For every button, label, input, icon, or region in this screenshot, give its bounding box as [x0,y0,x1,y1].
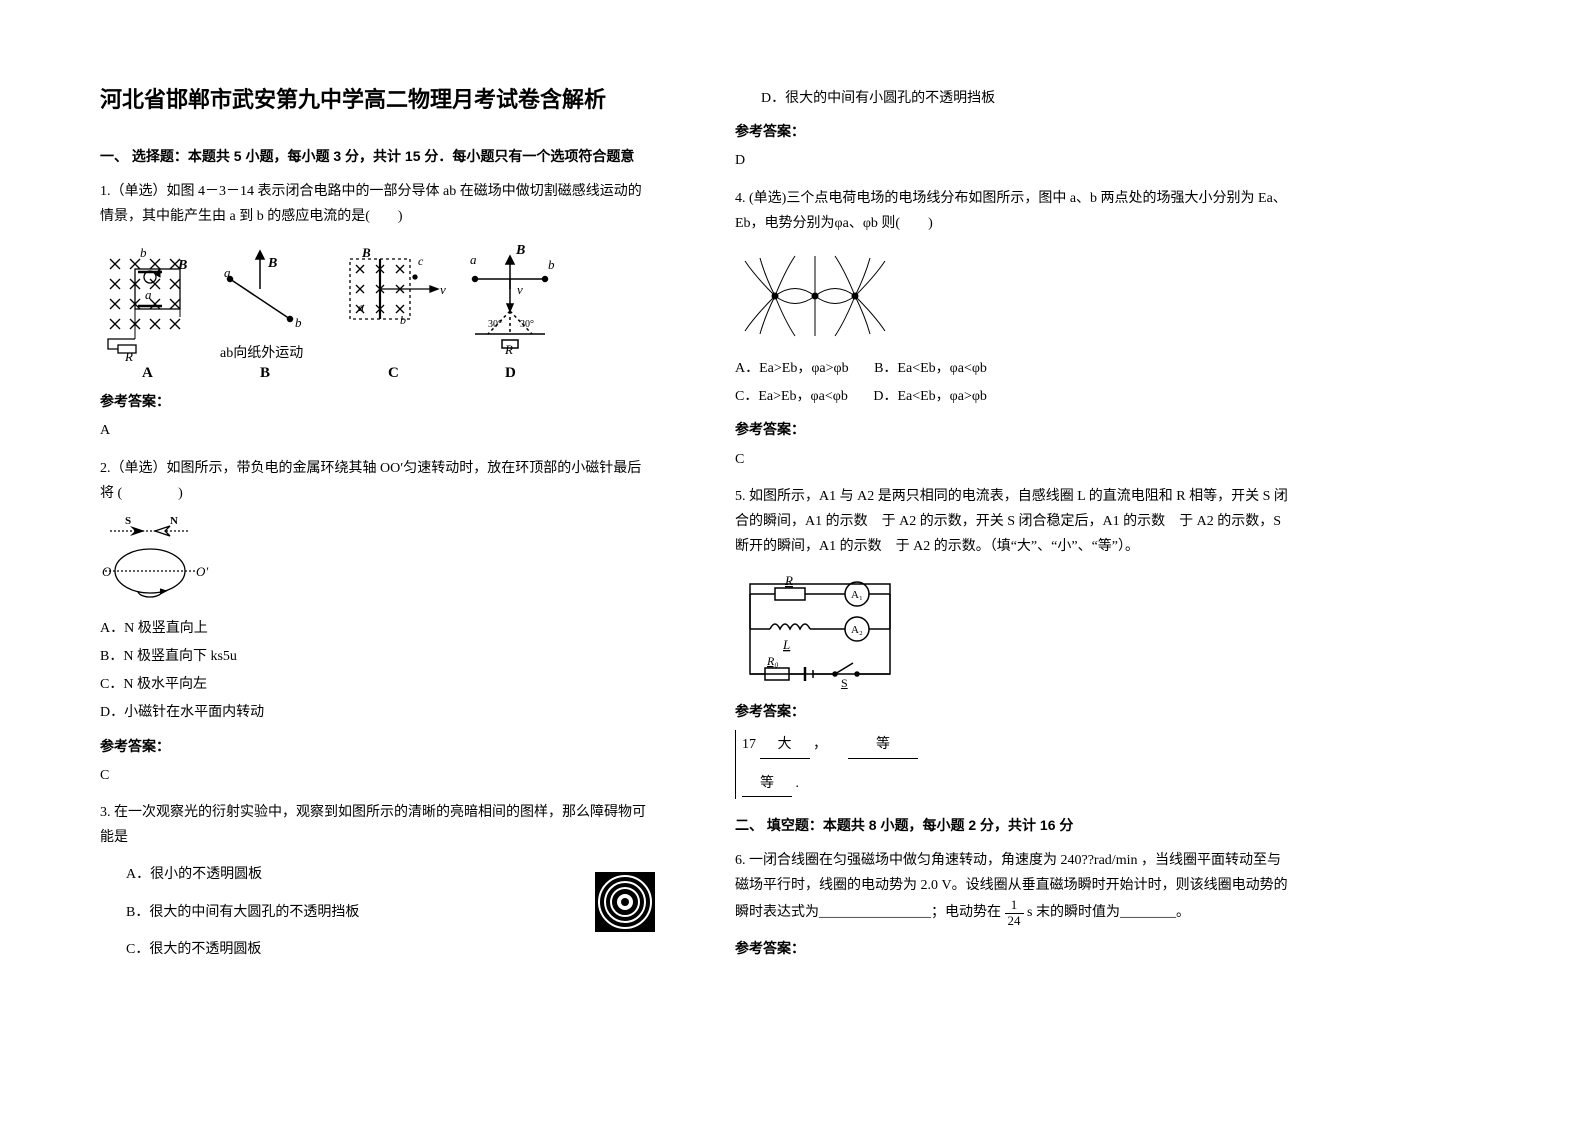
fig1-b-cap: B [260,365,270,379]
q2-optA: A．N 极竖直向上 [100,616,655,641]
options-3-cont: D．很大的中间有小圆孔的不透明挡板 [735,86,1290,111]
options-2: A．N 极竖直向上 B．N 极竖直向下 ks5u C．N 极水平向左 D．小磁针… [100,616,655,726]
fig1-c-B-label: B [361,245,371,260]
ans5-prefix: 17 [742,737,756,752]
figure-q2: S N O O′ [100,516,655,606]
answer-4: C [735,447,1290,472]
figure-q4 [735,246,1290,346]
fig1-d-b-label: b [548,257,555,272]
q3-optA: A．很小的不透明圆板 [126,862,655,887]
answer-label-6: 参考答案： [735,936,1290,961]
fig1-d-R-label: R [504,342,513,357]
fig1-d-30l: 30° [488,319,502,330]
q3-optC: C．很大的不透明圆板 [126,937,655,962]
ans5-suffix: . [796,776,800,791]
ans5-sep: ， [813,737,827,752]
q6-frac-num: 1 [1005,898,1024,913]
q2-optC: C．N 极水平向左 [100,672,655,697]
fig1-b-b-label: b [295,315,302,330]
q6-fraction: 1 24 [1005,898,1024,928]
fig5-A2: A₂ [851,624,863,636]
fig5-A1: A₁ [851,589,863,601]
fig1-c-c-label: c [418,254,424,268]
fig1-b-moving: ab向纸外运动 [220,345,303,361]
fig5-R: R [784,573,793,588]
ans5-b: 等 [848,732,918,758]
q3-optD: D．很大的中间有小圆孔的不透明挡板 [761,86,1290,111]
fig1-d-B-label: B [515,243,525,258]
options-4: A．Ea>Eb，φa>φb B．Ea<Eb，φa<φb C．Ea>Eb，φa<φ… [735,356,1290,409]
fig1-b-a-label: a [224,265,231,280]
question-6: 6. 一闭合线圈在匀强磁场中做匀角速转动，角速度为 240??rad/min ，… [735,848,1290,928]
answer-label-4: 参考答案： [735,417,1290,442]
fig2-Op: O′ [196,564,208,579]
fig5-S: S [841,676,848,689]
page-title: 河北省邯郸市武安第九中学高二物理月考试卷含解析 [100,80,655,120]
fig1-a-R-label: R [124,349,133,364]
answer-1: A [100,418,655,443]
figure-q5: R A₁ L A₂ R₀ S [735,569,1290,689]
q4-optA: A．Ea>Eb，φa>φb [735,361,849,376]
fig1-d-cap: D [505,365,516,379]
q4-optD: D．Ea<Eb，φa>φb [873,389,987,404]
question-4: 4. (单选)三个点电荷电场的电场线分布如图所示，图中 a、b 两点处的场强大小… [735,186,1290,236]
fig1-c-cap: C [388,365,399,379]
section-1-heading: 一、 选择题：本题共 5 小题，每小题 3 分，共计 15 分．每小题只有一个选… [100,144,655,169]
right-column: D．很大的中间有小圆孔的不透明挡板 参考答案： D 4. (单选)三个点电荷电场… [735,80,1290,974]
fig1-d-30r: 30° [520,319,534,330]
q3-optB: B．很大的中间有大圆孔的不透明挡板 [126,900,655,925]
options-3: A．很小的不透明圆板 B．很大的中间有大圆孔的不透明挡板 C．很大的不透明圆板 [100,862,655,962]
fig5-L: L [782,637,790,652]
section-2-heading: 二、 填空题：本题共 8 小题，每小题 2 分，共计 16 分 [735,813,1290,838]
answer-label-2: 参考答案： [100,734,655,759]
question-2: 2.（单选）如图所示，带负电的金属环绕其轴 OO′匀速转动时，放在环顶部的小磁针… [100,456,655,506]
fig5-R0: R₀ [766,654,779,668]
fig1-a-cap: A [142,365,153,379]
fig2-N: N [170,516,178,527]
fig2-S: S [125,516,131,527]
q2-optB: B．N 极竖直向下 ks5u [100,644,655,669]
fig1-a-b-label: b [140,245,147,260]
fig1-b-B-label: B [267,256,277,271]
fig1-c-b-label: b [400,313,406,327]
answer-label-3: 参考答案： [735,119,1290,144]
answer-label-1: 参考答案： [100,389,655,414]
ans5-a: 大 [760,732,810,758]
fig1-a-a-label: a [145,287,152,302]
ans5-c: 等 [742,771,792,797]
q6-text-b: s 末的瞬时值为________。 [1027,905,1190,920]
fig2-O: O [102,564,112,579]
figure-q1: b a B R A a B b ab向纸外运动 B [100,239,655,379]
question-5: 5. 如图所示，A1 与 A2 是两只相同的电流表，自感线圈 L 的直流电阻和 … [735,484,1290,560]
fig1-a-B-label: B [177,258,187,273]
question-1: 1.（单选）如图 4－3－14 表示闭合电路中的一部分导体 ab 在磁场中做切割… [100,179,655,229]
answer-3: D [735,148,1290,173]
fig1-d-v-label: v [517,282,523,297]
q4-optB: B．Ea<Eb，φa<φb [874,361,987,376]
q6-frac-den: 24 [1005,914,1024,928]
fig1-c-a-label: a [358,300,364,314]
answer-2: C [100,763,655,788]
fig1-c-v-label: v [440,282,446,297]
q4-optC: C．Ea>Eb，φa<φb [735,389,848,404]
question-3: 3. 在一次观察光的衍射实验中，观察到如图所示的清晰的亮暗相间的图样，那么障碍物… [100,800,655,850]
figure-q3 [595,872,655,941]
left-column: 河北省邯郸市武安第九中学高二物理月考试卷含解析 一、 选择题：本题共 5 小题，… [100,80,655,974]
answer-label-5: 参考答案： [735,699,1290,724]
fig1-d-a-label: a [470,252,477,267]
answer-5: 17 大 ， 等 等 . [735,730,1290,798]
q2-optD: D．小磁针在水平面内转动 [100,700,655,725]
